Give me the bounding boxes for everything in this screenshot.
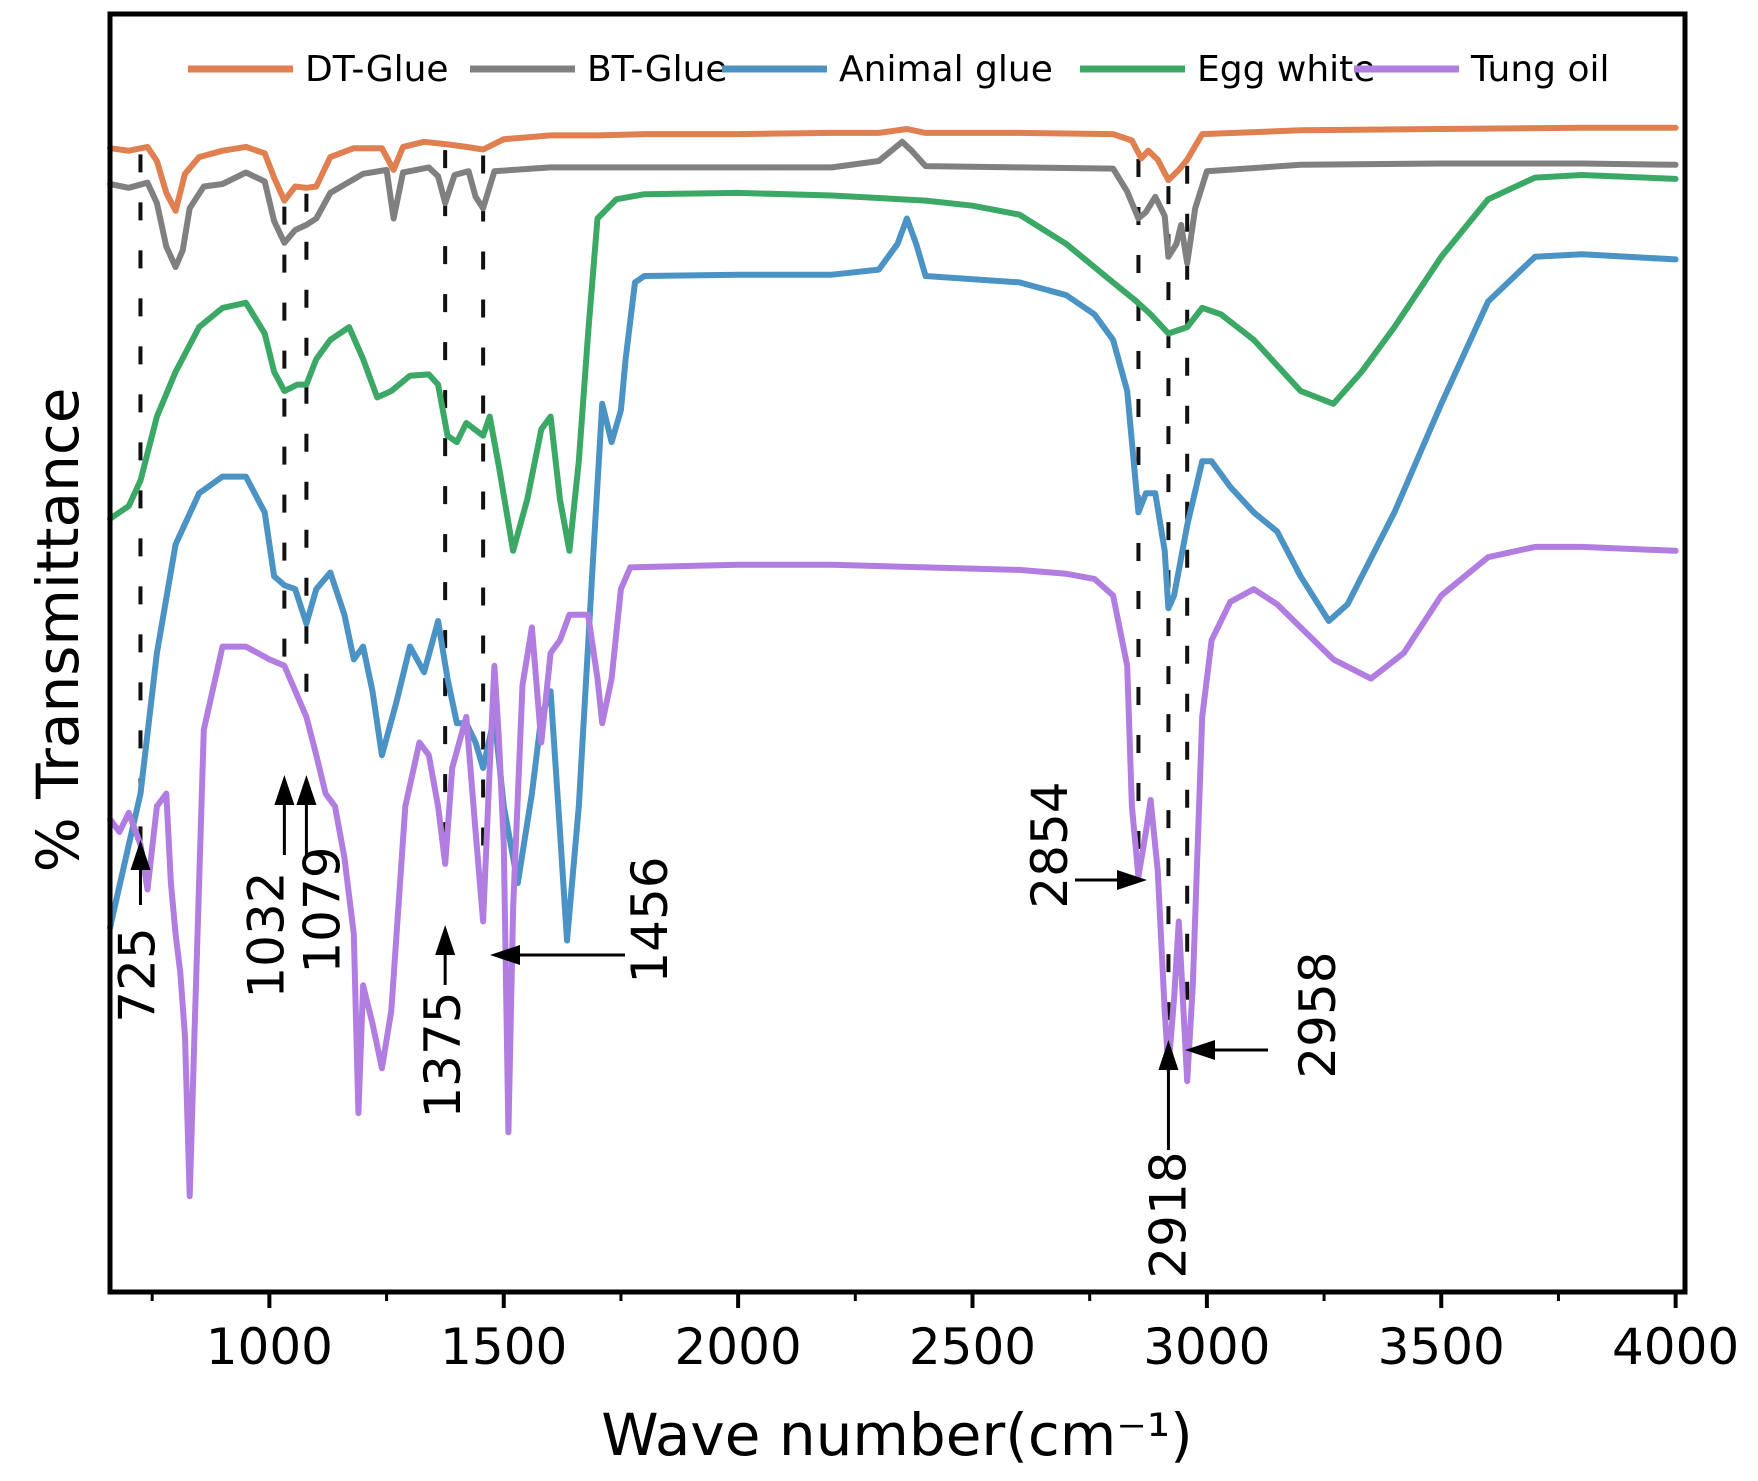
- annotation-arrow-head: [490, 945, 520, 965]
- series-line-egg-white: [107, 172, 1679, 554]
- series-line-bt-glue: [107, 138, 1679, 270]
- legend-label: BT-Glue: [587, 49, 728, 90]
- legend-label: DT-Glue: [305, 49, 449, 90]
- legend-label: Tung oil: [1470, 49, 1609, 90]
- annotation-arrow-head: [1158, 1040, 1179, 1070]
- annotation-2918: 2918: [1139, 1040, 1197, 1279]
- x-tick-label: 1000: [206, 1318, 333, 1376]
- y-axis-title: % Transmittance: [24, 388, 92, 873]
- x-axis-title: Wave number(cm⁻¹): [601, 1401, 1193, 1469]
- annotation-arrow-head: [1185, 1040, 1215, 1060]
- annotation-1375: 1375: [414, 925, 472, 1119]
- annotation-arrow-head: [296, 775, 317, 805]
- annotation-label: 1032: [237, 871, 295, 998]
- annotation-label: 1375: [414, 991, 472, 1118]
- legend: DT-Glue BT-Glue Animal glue Egg white Tung o…: [188, 49, 1609, 90]
- series-layer: [107, 124, 1679, 1200]
- annotation-arrow-head: [274, 775, 295, 805]
- legend-item: Animal glue: [722, 49, 1053, 90]
- x-tick-label: 2500: [909, 1318, 1036, 1376]
- legend-item: BT-Glue: [470, 49, 728, 90]
- annotation-1032: 1032: [237, 775, 295, 999]
- x-tick-label: 1500: [440, 1318, 567, 1376]
- x-tick-label: 2000: [675, 1318, 802, 1376]
- annotation-1456: 1456: [490, 856, 679, 984]
- annotation-2958: 2958: [1185, 951, 1347, 1079]
- annotation-2854: 2854: [1021, 781, 1147, 909]
- annotation-label: 2854: [1021, 781, 1079, 908]
- annotation-arrow-head: [1117, 870, 1147, 890]
- annotation-725: 725: [108, 840, 166, 1023]
- legend-item: Egg white: [1080, 49, 1375, 90]
- annotation-label: 1456: [621, 856, 679, 983]
- annotation-arrow-head: [130, 840, 151, 870]
- annotation-label: 725: [108, 927, 166, 1022]
- legend-label: Egg white: [1197, 49, 1375, 90]
- annotation-label: 1079: [293, 846, 351, 973]
- annotation-label: 2918: [1139, 1151, 1197, 1278]
- x-tick-label: 3500: [1378, 1318, 1505, 1376]
- legend-item: DT-Glue: [188, 49, 449, 90]
- x-tick-label: 4000: [1612, 1318, 1739, 1376]
- annotation-arrow-head: [435, 925, 456, 955]
- annotation-1079: 1079: [293, 775, 351, 974]
- x-tick-label: 3000: [1143, 1318, 1270, 1376]
- plot-frame: [107, 11, 1688, 1295]
- x-axis: 1000 1500 2000 2500 3000 3500 4000: [150, 1292, 1739, 1376]
- series-line-animal-glue: [107, 215, 1679, 944]
- legend-label: Animal glue: [839, 49, 1053, 90]
- annotation-label: 2958: [1289, 951, 1347, 1078]
- legend-item: Tung oil: [1354, 49, 1609, 90]
- series-line-dt-glue: [107, 124, 1679, 214]
